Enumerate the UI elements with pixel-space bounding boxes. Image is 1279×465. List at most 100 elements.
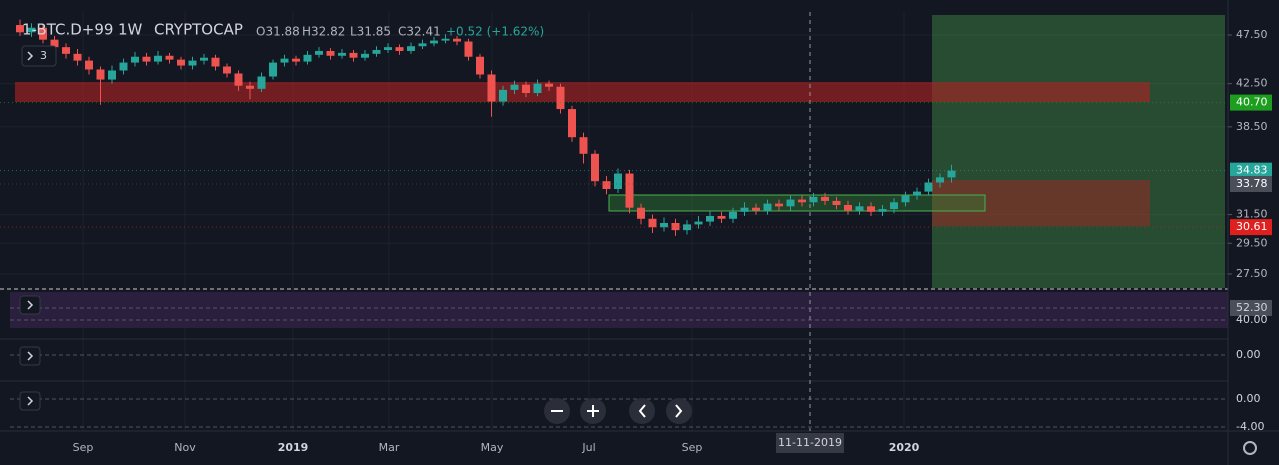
y-tick-label: 47.50: [1236, 28, 1268, 41]
icon: [587, 405, 599, 417]
candle-body: [292, 58, 300, 62]
candle-body: [844, 204, 852, 211]
candle-body: [510, 84, 519, 90]
candle-body: [234, 73, 243, 86]
candle-body: [223, 66, 231, 74]
candle-body: [660, 222, 668, 228]
price-label-box: [1230, 162, 1272, 179]
candle-body: [786, 199, 795, 207]
resistance-zone: [15, 82, 1150, 102]
crosshair-label: 11-11-2019: [778, 436, 842, 449]
candle-body: [154, 55, 162, 62]
indicator-toggle[interactable]: 3: [21, 45, 57, 67]
candle-body: [556, 86, 565, 110]
candle-body: [763, 203, 772, 211]
candle-body: [85, 60, 93, 70]
pane-label: 40.00: [1236, 313, 1268, 326]
candle-body: [821, 196, 829, 201]
candle-body: [947, 170, 956, 178]
pane-toggle-box[interactable]: [19, 346, 41, 366]
target-zone: [932, 15, 1225, 288]
pane-label: 0.00: [1236, 348, 1261, 361]
pane-label-box: [1230, 300, 1272, 316]
candle-body: [303, 54, 312, 62]
y-tick-label: 38.50: [1236, 120, 1268, 133]
price-label-box: [1230, 219, 1272, 236]
button[interactable]: [666, 398, 692, 424]
candle-body: [372, 50, 381, 54]
candle-body: [706, 215, 714, 222]
candle-body: [257, 76, 266, 89]
rsi-band: [10, 292, 1228, 328]
y-tick-label: 42.50: [1236, 77, 1268, 90]
candle-body: [832, 200, 841, 205]
candle-body: [326, 50, 335, 56]
candle-body: [131, 56, 139, 63]
zoom-out[interactable]: [544, 398, 570, 424]
candle-body: [568, 109, 576, 138]
x-tick-label: 2020: [889, 441, 920, 454]
pane-toggle[interactable]: [19, 346, 41, 366]
gear[interactable]: [1243, 441, 1257, 455]
settings[interactable]: [1243, 441, 1257, 455]
candle-body: [395, 47, 404, 51]
y-tick-label: 27.50: [1236, 267, 1268, 280]
candle-body: [338, 52, 346, 56]
zoom-in[interactable]: [580, 398, 606, 424]
candle-body: [487, 74, 496, 102]
candle-body: [901, 195, 910, 203]
candle-body: [878, 209, 887, 212]
candle-body: [142, 56, 151, 62]
pane-toggle-box[interactable]: [19, 295, 41, 315]
x-tick-label: Mar: [379, 441, 400, 454]
candle-body: [924, 182, 933, 192]
icon: [638, 404, 646, 418]
low: L31.85: [350, 25, 391, 39]
price-label: 40.70: [1236, 96, 1268, 109]
pane-toggle-box[interactable]: [19, 391, 41, 411]
candle-body: [890, 202, 898, 210]
pane-toggle[interactable]: [19, 295, 41, 315]
candle-body: [729, 211, 737, 219]
candle-body: [637, 207, 645, 219]
pane-label: 0.00: [1236, 392, 1261, 405]
candle-body: [315, 50, 323, 55]
candle-body: [407, 46, 415, 51]
candle-body: [752, 207, 760, 211]
candle-body: [913, 191, 921, 196]
candle-body: [62, 47, 70, 54]
candles: [16, 19, 956, 236]
chevron: [27, 396, 34, 406]
candle-body: [499, 89, 507, 102]
x-tick-label: Nov: [174, 441, 196, 454]
crosshair-label-box: [776, 433, 844, 453]
x-tick-label: May: [481, 441, 504, 454]
x-tick-label: Sep: [73, 441, 94, 454]
close: C32.41: [398, 25, 441, 39]
candle-body: [453, 38, 461, 42]
candle-body: [867, 206, 875, 212]
y-tick-label: 31.50: [1236, 208, 1268, 221]
button[interactable]: [629, 398, 655, 424]
indicator-toggle-box[interactable]: [21, 45, 57, 67]
candle-body: [27, 27, 36, 33]
interval: 1W: [118, 21, 143, 39]
candle-body: [522, 84, 530, 94]
candle-body: [384, 47, 392, 51]
scroll-left[interactable]: [629, 398, 655, 424]
scroll-right[interactable]: [666, 398, 692, 424]
candle-body: [246, 85, 254, 89]
chevron: [27, 51, 34, 61]
pane-toggle[interactable]: [19, 391, 41, 411]
exchange: CRYPTOCAP: [154, 21, 243, 39]
pane-label: -4.00: [1236, 420, 1264, 433]
candle-body: [625, 173, 634, 208]
candle-body: [694, 221, 703, 225]
chevron: [27, 300, 34, 310]
high: H32.82: [302, 25, 345, 39]
candle-body: [269, 62, 277, 77]
candle-body: [740, 207, 749, 212]
candle-body: [441, 38, 450, 41]
